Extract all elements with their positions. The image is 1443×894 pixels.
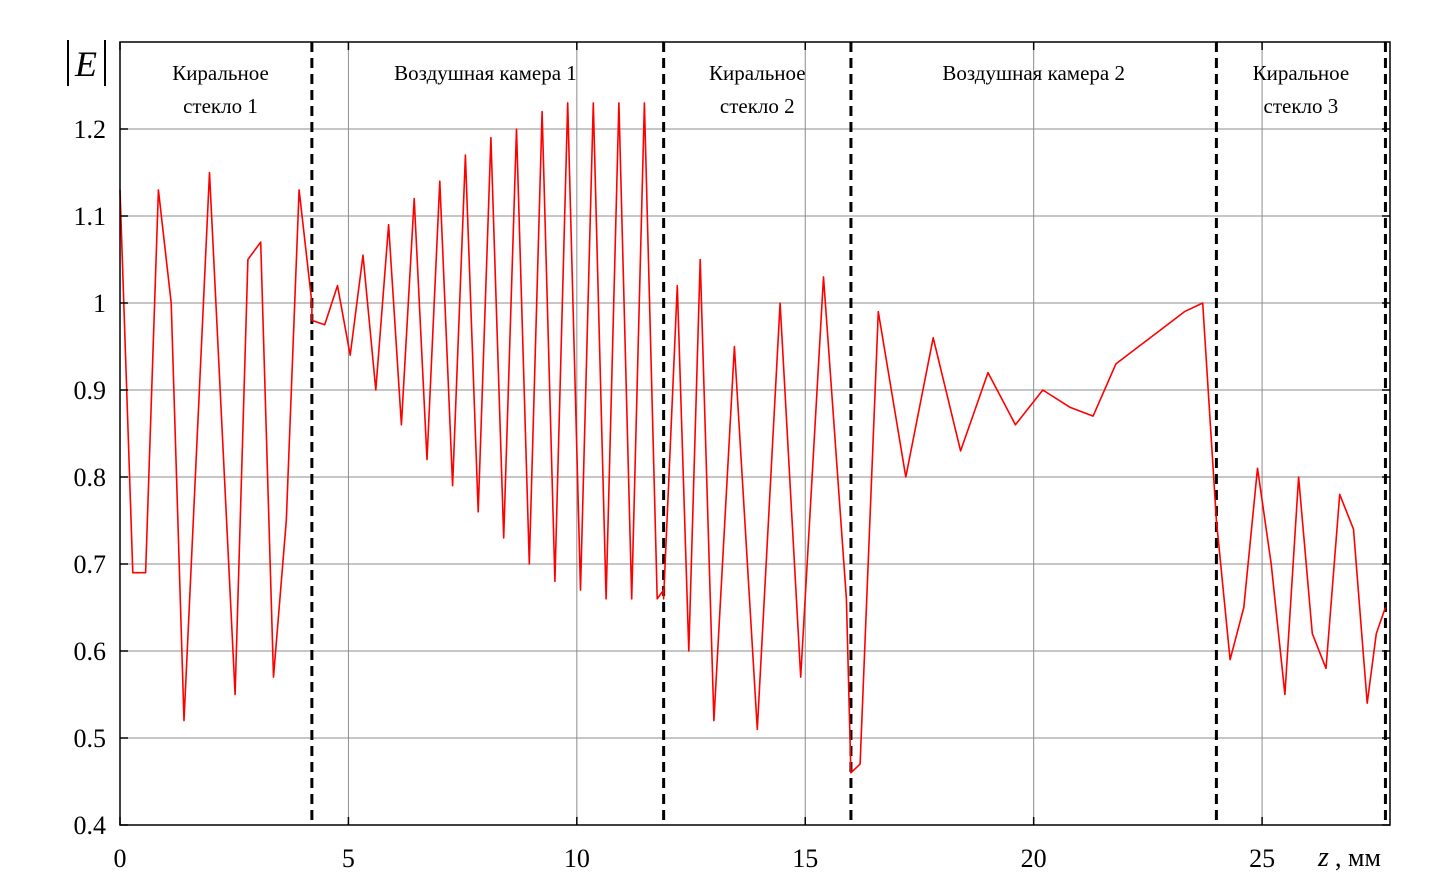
x-tick-label: 10 [564,844,590,873]
region-label: Киральное [1253,61,1350,85]
y-axis-label-text: E [74,44,97,84]
y-tick-label: 1 [93,289,106,318]
region-label: стекло 1 [183,94,258,118]
region-labels: Киральное стекло 1 Воздушная камера 1 Кирал… [172,61,1349,118]
y-tick-label: 0.9 [74,376,107,405]
y-axis-ticks: 0.4 0.5 0.6 0.7 0.8 0.9 1 1.1 1.2 [74,115,1390,840]
region-label: Киральное [709,61,806,85]
plot-frame [119,41,1391,826]
region-label: стекло 2 [720,94,795,118]
y-tick-label: 1.1 [74,202,107,231]
y-tick-label: 0.7 [74,550,107,579]
x-tick-label: 15 [792,844,818,873]
y-tick-label: 0.8 [74,463,107,492]
y-tick-label: 1.2 [74,115,107,144]
region-boundaries [310,42,1387,825]
x-tick-label: 5 [342,844,355,873]
region-label: Воздушная камера 2 [942,61,1125,85]
x-tick-label: 20 [1021,844,1047,873]
y-axis-label: E [67,40,106,86]
x-axis-label-var: z [1317,842,1329,873]
series-line-e [119,102,1387,774]
region-label: Киральное [172,61,269,85]
x-axis-label: z , мм [1317,842,1381,873]
y-tick-label: 0.4 [74,811,107,840]
x-axis-label-unit: , мм [1335,843,1381,872]
x-tick-label: 25 [1249,844,1275,873]
region-label: Воздушная камера 1 [394,61,577,85]
x-tick-label: 0 [114,844,127,873]
x-axis-ticks: 0 5 10 15 20 25 [114,42,1275,873]
y-tick-label: 0.5 [74,724,107,753]
y-tick-label: 0.6 [74,637,107,666]
region-label: стекло 3 [1264,94,1339,118]
